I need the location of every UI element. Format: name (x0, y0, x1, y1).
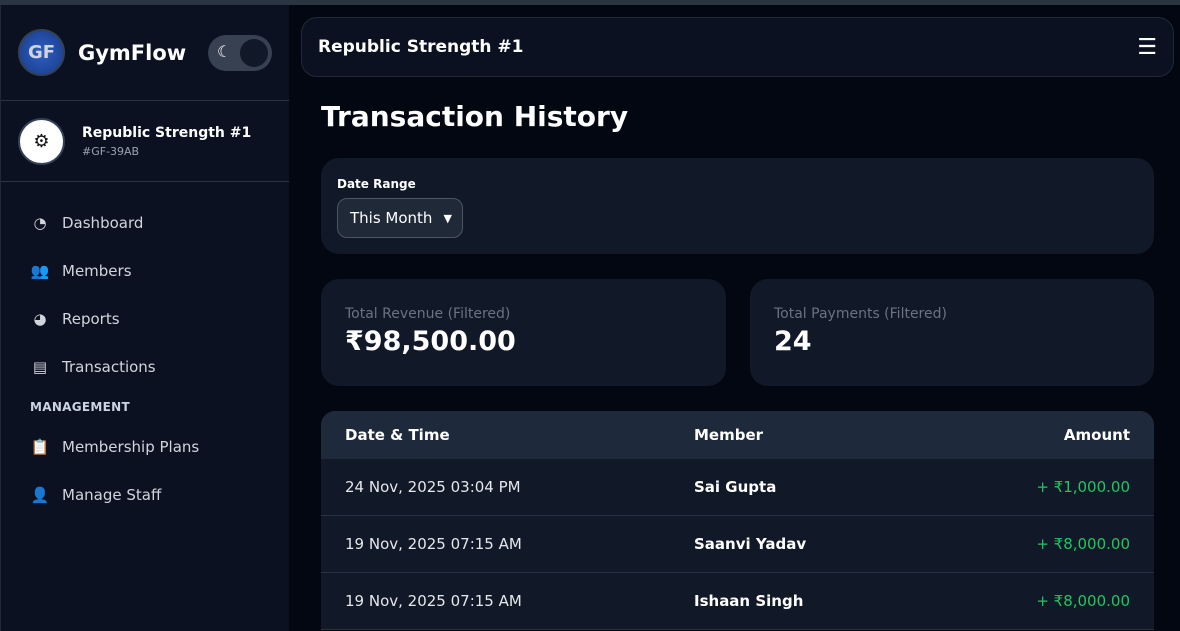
moon-icon: ☾ (217, 41, 232, 61)
chevron-down-icon: ▼ (443, 211, 452, 225)
window-top-bar (0, 0, 1180, 5)
gauge-icon: ◔ (33, 214, 47, 232)
cell-date: 24 Nov, 2025 03:04 PM (345, 478, 521, 496)
section-management: MANAGEMENT (30, 400, 130, 414)
sidebar-item-membership-plans[interactable]: 📋 Membership Plans (1, 423, 289, 471)
user-shield-icon: 👤 (30, 486, 50, 504)
table-row[interactable]: 19 Nov, 2025 07:15 AM Ishaan Singh + ₹8,… (321, 573, 1154, 630)
sidebar-item-label: Transactions (62, 358, 156, 376)
pie-chart-icon: ◕ (33, 310, 47, 328)
stat-label: Total Revenue (Filtered) (345, 306, 511, 322)
sidebar-item-reports[interactable]: ◕ Reports (1, 295, 289, 343)
users-icon: 👥 (30, 262, 50, 280)
toggle-knob (240, 38, 268, 67)
sidebar-item-transactions[interactable]: ▤ Transactions (1, 343, 289, 391)
cell-member: Ishaan Singh (694, 592, 804, 610)
sidebar-item-label: Members (62, 262, 132, 280)
table-row[interactable]: 24 Nov, 2025 03:04 PM Sai Gupta + ₹1,000… (321, 459, 1154, 516)
gym-name: Republic Strength #1 (82, 124, 252, 141)
cell-date: 19 Nov, 2025 07:15 AM (345, 592, 522, 610)
theme-toggle[interactable]: ☾ (208, 34, 272, 71)
stat-value: 24 (774, 326, 812, 357)
clipboard-list-icon: 📋 (30, 438, 50, 456)
sidebar-nav: ◔ Dashboard 👥 Members ◕ Reports ▤ Transactio… (1, 182, 289, 519)
header-title: Republic Strength #1 (318, 37, 524, 57)
cell-amount: + ₹8,000.00 (1036, 535, 1130, 553)
stat-value: ₹98,500.00 (345, 326, 516, 357)
gym-profile[interactable]: ⚙ Republic Strength #1 #GF-39AB (1, 101, 289, 182)
date-range-label: Date Range (337, 177, 416, 191)
sidebar-item-label: Membership Plans (62, 438, 200, 456)
gym-logo: ⚙ (18, 117, 65, 165)
app-logo: GF (18, 29, 65, 76)
sidebar-item-label: Reports (62, 310, 120, 328)
cell-date: 19 Nov, 2025 07:15 AM (345, 535, 522, 553)
cell-member: Sai Gupta (694, 478, 777, 496)
menu-icon[interactable]: ☰ (1137, 34, 1157, 60)
cell-amount: + ₹1,000.00 (1036, 478, 1130, 496)
date-range-value: This Month (350, 209, 433, 227)
column-header-member[interactable]: Member (694, 426, 764, 444)
transactions-table: Date & Time Member Amount 24 Nov, 2025 0… (321, 411, 1154, 630)
stat-total-revenue: Total Revenue (Filtered) ₹98,500.00 (321, 279, 726, 386)
stat-label: Total Payments (Filtered) (774, 306, 947, 322)
sidebar-item-label: Manage Staff (62, 486, 162, 504)
column-header-date[interactable]: Date & Time (345, 426, 450, 444)
brand: GF GymFlow ☾ (1, 5, 289, 101)
sidebar: GF GymFlow ☾ ⚙ Republic Strength #1 #GF-… (0, 5, 289, 631)
sidebar-item-label: Dashboard (62, 214, 144, 232)
sidebar-item-members[interactable]: 👥 Members (1, 247, 289, 295)
cell-amount: + ₹8,000.00 (1036, 592, 1130, 610)
table-row[interactable]: 19 Nov, 2025 07:15 AM Saanvi Yadav + ₹8,… (321, 516, 1154, 573)
stat-total-payments: Total Payments (Filtered) 24 (750, 279, 1154, 386)
app-name: GymFlow (78, 40, 187, 65)
sidebar-item-manage-staff[interactable]: 👤 Manage Staff (1, 471, 289, 519)
date-range-select[interactable]: This Month ▼ (337, 198, 463, 238)
sidebar-item-dashboard[interactable]: ◔ Dashboard (1, 199, 289, 247)
page-title: Transaction History (321, 100, 629, 133)
table-header: Date & Time Member Amount (321, 411, 1154, 459)
receipt-icon: ▤ (32, 358, 48, 376)
filter-card: Date Range This Month ▼ (321, 158, 1154, 254)
column-header-amount[interactable]: Amount (1063, 426, 1130, 444)
cell-member: Saanvi Yadav (694, 535, 807, 553)
gym-id: #GF-39AB (82, 144, 140, 158)
top-header: Republic Strength #1 ☰ (301, 17, 1174, 77)
